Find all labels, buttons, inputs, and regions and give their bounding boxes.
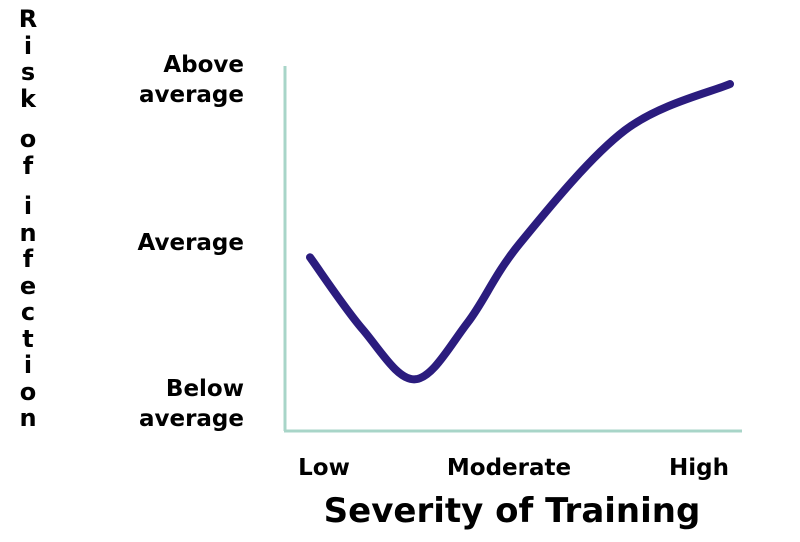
y-tick-label-above-average: Above average xyxy=(138,52,244,108)
y-axis-label-letter: n xyxy=(19,218,37,247)
x-tick-label-low: Low xyxy=(298,455,350,481)
y-axis-label-letter: R xyxy=(18,5,38,33)
y-axis-label-letter: o xyxy=(19,125,37,153)
y-axis-label-letter: o xyxy=(19,377,37,406)
y-axis-label-letter: i xyxy=(23,351,33,379)
y-tick-label-below-average: Below average xyxy=(138,376,244,432)
y-tick-label-average: Average xyxy=(137,230,245,256)
y-axis-label-letter: t xyxy=(22,324,34,353)
x-tick-label-moderate: Moderate xyxy=(446,455,572,481)
series-line-risk-curve xyxy=(306,80,734,384)
y-axis-label-letter: i xyxy=(23,192,33,220)
y-axis-label-letter: k xyxy=(20,84,36,113)
y-axis-label-letter: s xyxy=(20,58,36,86)
y-axis-label-letter: f xyxy=(22,151,34,180)
y-axis-label-letter: n xyxy=(19,404,37,432)
y-axis-label-letter: f xyxy=(22,245,34,273)
y-axis-label-letter: c xyxy=(20,298,36,326)
y-axis-label-letter: i xyxy=(23,31,33,60)
x-axis-label: Severity of Training xyxy=(323,491,701,531)
x-tick-label-high: High xyxy=(669,455,729,481)
y-axis-label-letter: e xyxy=(19,271,37,300)
